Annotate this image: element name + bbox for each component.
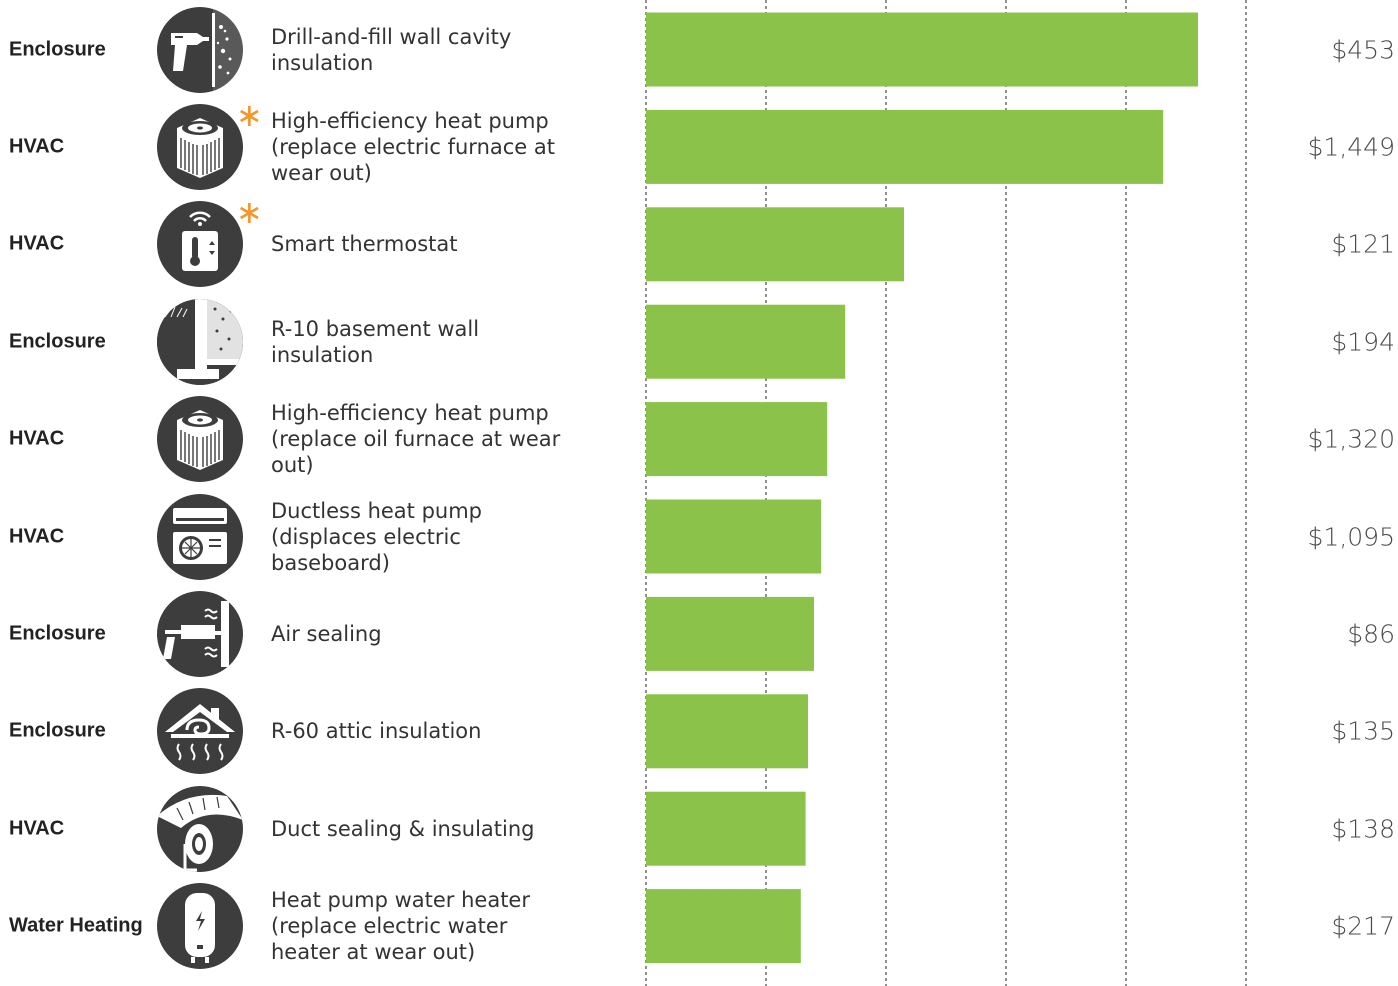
category-label: HVAC xyxy=(9,817,65,840)
measure-label: Duct sealing & insulating xyxy=(271,816,535,841)
measure-label: High-efficiency heat pump (replace elect… xyxy=(271,108,555,185)
cost-label: $1,449 xyxy=(1307,132,1395,162)
bar-4 xyxy=(646,402,828,477)
category-label: HVAC xyxy=(9,232,65,255)
category-label: Enclosure xyxy=(9,38,106,60)
bar-6 xyxy=(646,596,814,671)
cost-label: $453 xyxy=(1331,35,1395,64)
bar-7 xyxy=(646,694,808,769)
measure-label: High-efficiency heat pump (replace oil f… xyxy=(271,401,561,478)
cost-label: $86 xyxy=(1347,619,1395,649)
category-label: Water Heating xyxy=(9,914,143,937)
measure-label: Air sealing xyxy=(271,621,382,646)
duct-tape-icon xyxy=(157,785,243,872)
heat-pump-icon xyxy=(157,396,243,483)
measure-label: Heat pump water heater (replace electric… xyxy=(271,888,530,965)
cost-label: $1,095 xyxy=(1307,522,1395,551)
measure-label: Ductless heat pump (displaces electric b… xyxy=(271,498,483,575)
bar-8 xyxy=(646,791,806,866)
bar-1 xyxy=(646,109,1164,184)
cost-label: $194 xyxy=(1331,327,1395,357)
ductless-heat-pump-icon xyxy=(157,493,243,580)
asterisk-icon: ∗ xyxy=(236,95,263,134)
measure-label: R-10 basement wall insulation xyxy=(271,316,480,367)
bar-0 xyxy=(646,12,1198,87)
bar-3 xyxy=(646,304,846,379)
measure-label: Smart thermostat xyxy=(271,232,458,257)
cost-label: $121 xyxy=(1331,229,1395,259)
category-label: HVAC xyxy=(9,525,65,547)
heat-pump-icon xyxy=(157,103,243,190)
category-label: Enclosure xyxy=(9,719,106,742)
measure-label: Drill-and-fill wall cavity insulation xyxy=(271,24,512,75)
category-label: HVAC xyxy=(9,135,65,158)
bar-2 xyxy=(646,207,904,282)
category-label: Enclosure xyxy=(9,330,106,353)
drill-wall-icon xyxy=(157,6,243,93)
cost-label: $135 xyxy=(1331,716,1395,746)
asterisk-icon: ∗ xyxy=(236,193,263,232)
water-heater-icon xyxy=(157,883,243,970)
bar-5 xyxy=(646,499,822,574)
smart-thermostat-icon xyxy=(157,201,243,288)
attic-insulation-icon xyxy=(157,688,243,775)
cost-label: $138 xyxy=(1331,814,1395,844)
cost-label: $1,320 xyxy=(1307,424,1395,454)
bar-9 xyxy=(646,889,801,964)
measure-label: R-60 attic insulation xyxy=(271,719,482,744)
basement-wall-icon xyxy=(157,298,243,385)
caulk-gun-icon xyxy=(157,590,243,677)
category-label: Enclosure xyxy=(9,622,106,645)
cost-label: $217 xyxy=(1331,911,1395,941)
category-label: HVAC xyxy=(9,427,65,450)
bars xyxy=(646,12,1198,964)
